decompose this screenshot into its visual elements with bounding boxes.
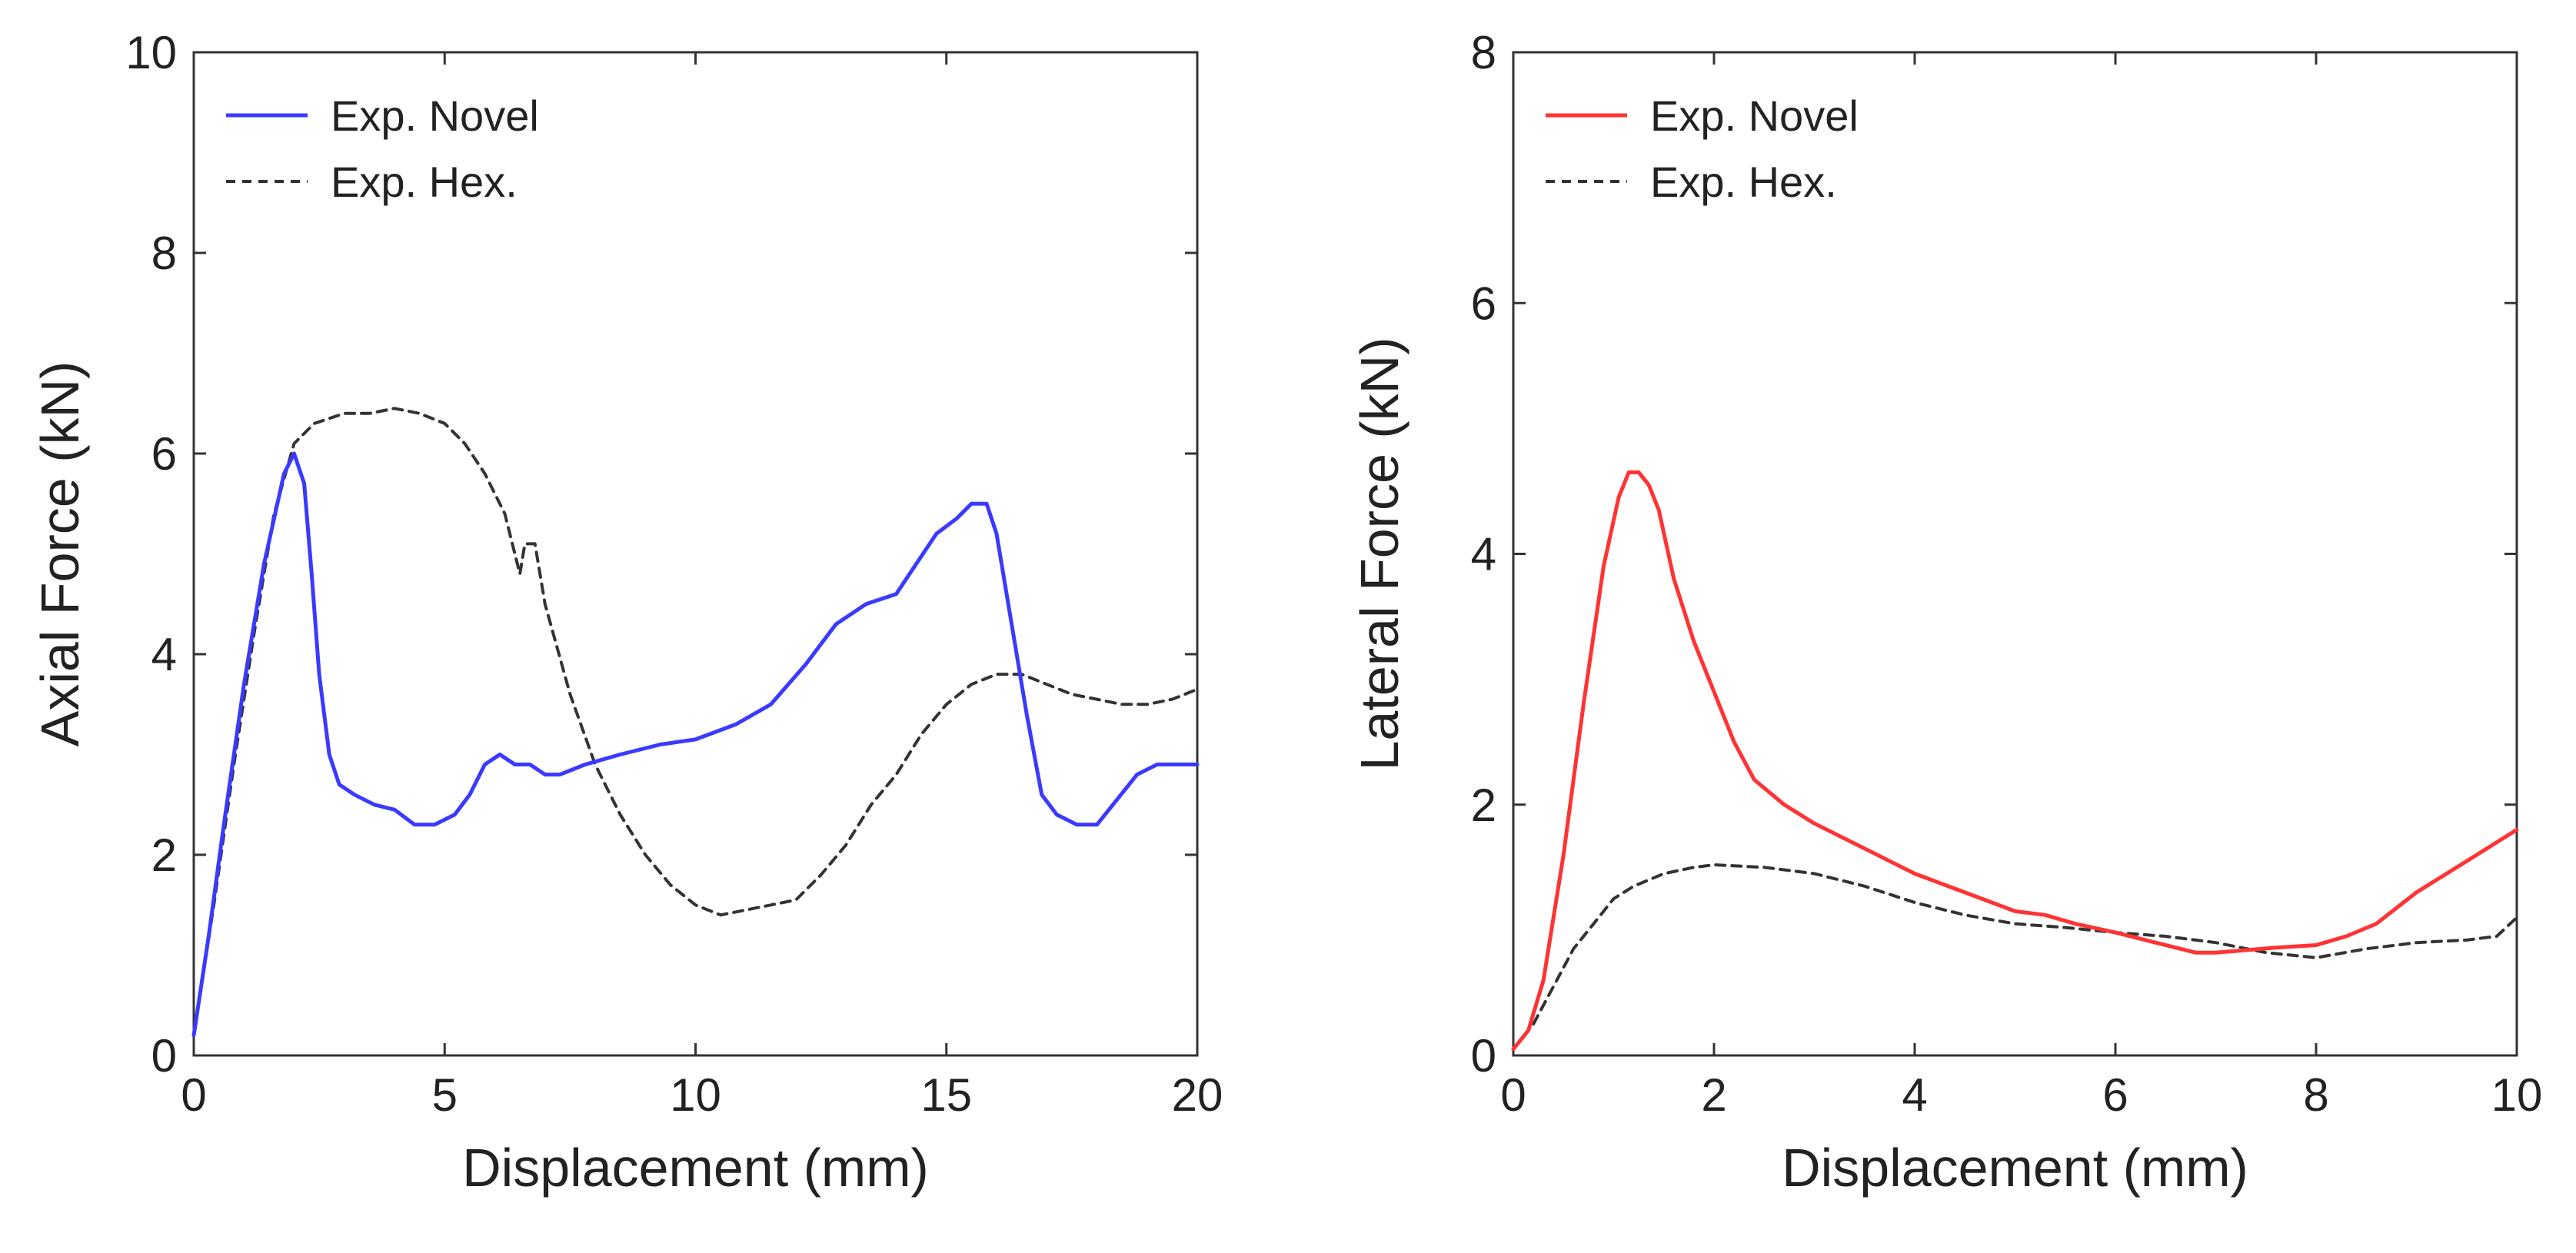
right-y-tick-label: 8 (1471, 27, 1496, 78)
left-x-axis-label: Displacement (mm) (462, 1138, 929, 1198)
right-x-tick-label: 0 (1500, 1069, 1526, 1121)
right-legend: Exp. Novel Exp. Hex. (1546, 91, 1859, 206)
left-y-tick-label: 6 (151, 428, 177, 480)
left-plot-frame (192, 51, 1199, 1057)
left-x-tick-label: 5 (432, 1069, 458, 1121)
right-x-tick-label: 4 (1902, 1069, 1927, 1121)
left-legend: Exp. Novel Exp. Hex. (226, 91, 539, 206)
left-x-tick-label: 20 (1172, 1069, 1223, 1121)
left-series-exp-novel (191, 451, 1200, 1038)
right-series-exp-novel (1511, 470, 2519, 1052)
right-plot-frame (1512, 51, 2518, 1057)
right-chart: 0 2 4 6 8 10 0 2 4 6 8 Displacement (mm) Lateral For… (1350, 27, 2542, 1198)
left-y-axis-label: Axial Force (kN) (30, 361, 90, 747)
left-x-tick-label: 15 (920, 1069, 972, 1121)
right-x-tick-label: 10 (2491, 1069, 2543, 1121)
right-x-axis-label: Displacement (mm) (1782, 1138, 2248, 1198)
right-x-tick-label: 6 (2102, 1069, 2128, 1121)
left-x-tick-label: 0 (181, 1069, 206, 1121)
right-y-tick-label: 0 (1471, 1030, 1496, 1082)
left-legend-label: Exp. Hex. (331, 158, 518, 206)
left-y-tick-label: 0 (151, 1030, 177, 1082)
right-y-axis-label: Lateral Force (kN) (1350, 337, 1409, 770)
left-y-tick-label: 4 (151, 629, 177, 680)
right-y-tick-label: 6 (1471, 278, 1496, 329)
right-series-exp-hex (1512, 863, 2518, 1051)
right-y-tick-label: 4 (1471, 529, 1496, 580)
right-legend-label: Exp. Hex. (1650, 158, 1837, 206)
left-y-tick-label: 2 (151, 829, 177, 881)
right-x-tick-label: 2 (1701, 1069, 1726, 1121)
left-chart: 0 5 10 15 20 0 2 4 6 8 10 Displacement (mm) Axial Fo… (30, 27, 1223, 1198)
left-legend-label: Exp. Novel (331, 91, 539, 140)
right-legend-label: Exp. Novel (1650, 91, 1859, 140)
right-x-tick-label: 8 (2303, 1069, 2328, 1121)
left-y-tick-label: 8 (151, 228, 177, 279)
left-y-tick-label: 10 (125, 27, 177, 78)
left-series-exp-hex (192, 407, 1199, 1037)
left-x-tick-label: 10 (670, 1069, 721, 1121)
right-y-tick-label: 2 (1471, 779, 1496, 831)
